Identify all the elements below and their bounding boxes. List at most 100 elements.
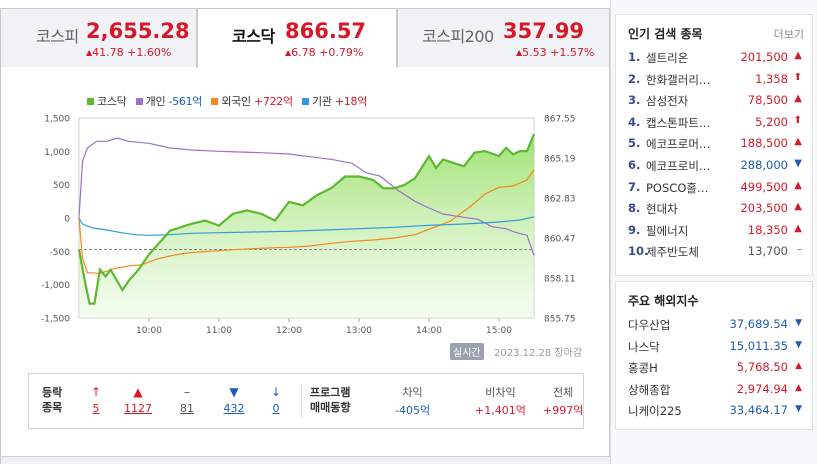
breadth-count[interactable]: 0 (272, 402, 280, 415)
rank-number: 2. (628, 71, 641, 86)
triangle-down-icon: ▼ (795, 318, 802, 328)
x-tick-label: 13:00 (346, 326, 372, 336)
index-name[interactable]: 니케이225 (628, 404, 682, 418)
program-value: +997억 (543, 404, 584, 417)
breadth-item[interactable]: ▲ 1127 (118, 384, 158, 415)
index-name[interactable]: 나스닥 (628, 339, 660, 354)
world-title: 주요 해외지수 (628, 294, 699, 308)
program-value: +1,401억 (475, 404, 526, 417)
more-link[interactable]: 더보기 (773, 28, 804, 41)
world-index-row[interactable]: 나스닥 15,011.35 ▼ (628, 339, 808, 361)
popular-stock-row[interactable]: 9. 필에너지 18,350 ▲ (628, 223, 808, 245)
x-tick-label: 14:00 (416, 326, 442, 336)
x-tick-label: 11:00 (206, 326, 232, 336)
index-value: 2,974.94 (736, 381, 788, 396)
stock-price: 13,700 (747, 244, 788, 259)
program-header: 전체 (553, 386, 574, 399)
divider (301, 384, 302, 418)
stock-name[interactable]: 삼성전자 (646, 94, 689, 109)
x-tick-label: 15:00 (486, 326, 512, 336)
index-value: 5,768.50 (736, 360, 788, 374)
stock-name[interactable]: 제주반도체 (646, 245, 699, 260)
program-item: 전체 +997억 (543, 384, 583, 418)
breadth-count[interactable]: 432 (223, 402, 245, 415)
breadth-item[interactable]: ▼ 432 (214, 384, 254, 415)
breadth-item[interactable]: – 81 (167, 384, 207, 415)
tab-kosdaq[interactable]: 코스닥 866.57 ▲6.78 +0.79% (197, 8, 397, 68)
tab-kospi[interactable]: 코스피 2,655.28 ▲41.78 +1.60% (0, 8, 197, 67)
popular-stock-row[interactable]: 1. 셀트리온 201,500 ▲ (628, 50, 808, 72)
popular-stock-row[interactable]: 2. 한화갤러리… 1,358 ⬆ (628, 72, 808, 94)
intraday-chart: 1,500 1,000 500 0 -500 -1,000 -1,500 867.55 865.… (0, 67, 610, 365)
rank-number: 10. (628, 244, 649, 259)
legend-swatch (211, 98, 219, 105)
stock-name[interactable]: 한화갤러리… (646, 72, 711, 87)
breadth-label-line2: 종목 (42, 401, 63, 414)
index-name[interactable]: 다우산업 (628, 318, 671, 332)
popular-stock-row[interactable]: 7. POSCO홀… 499,500 ▲ (628, 180, 808, 202)
triangle-up-icon: ▲ (285, 48, 292, 57)
popular-stock-row[interactable]: 8. 현대차 203,500 ▲ (628, 201, 808, 223)
y-left-tick-label: -500 (50, 248, 71, 258)
y-left-tick-label: 1,000 (44, 148, 70, 158)
index-value: 33,464.17 (729, 403, 788, 417)
index-value: 37,689.54 (729, 317, 788, 331)
breadth-item[interactable]: ↓ 0 (256, 384, 296, 415)
breadth-count[interactable]: 1127 (124, 402, 152, 415)
stock-price: 188,500 (740, 136, 788, 151)
popular-stock-row[interactable]: 10. 제주반도체 13,700– (628, 244, 808, 266)
index-value: 15,011.35 (729, 338, 788, 353)
stock-name[interactable]: 에코프로비… (646, 159, 711, 173)
x-tick-label: 10:00 (136, 326, 162, 336)
triangle-up-icon: ▲ (86, 48, 93, 57)
chart-legend: 코스닥 개인 -561억 외국인 +722억 기관 +18억 (87, 93, 373, 109)
stock-name[interactable]: 에코프로머… (646, 137, 711, 152)
program-header: 차익 (402, 386, 423, 399)
popular-title: 인기 검색 종목 (628, 27, 703, 41)
triangle-down-icon: ▼ (795, 404, 802, 414)
stock-name[interactable]: 캡스톤파트… (646, 115, 711, 130)
stock-name[interactable]: 필에너지 (646, 223, 689, 238)
realtime-badge[interactable]: 실시간 (450, 343, 484, 360)
index-name[interactable]: 상해종합 (628, 382, 671, 397)
market-date: 2023.12.28 장마감 (494, 348, 583, 359)
triangle-up-icon: ▲ (795, 361, 802, 371)
series-line (78, 137, 535, 256)
series-line (78, 169, 535, 274)
world-index-row[interactable]: 니케이225 33,464.17 ▼ (628, 403, 808, 425)
breadth-count[interactable]: 81 (180, 402, 194, 415)
popular-stock-row[interactable]: 3. 삼성전자 78,500 ▲ (628, 93, 808, 115)
world-index-row[interactable]: 다우산업 37,689.54 ▼ (628, 317, 808, 339)
world-index-row[interactable]: 홍콩H 5,768.50 ▲ (628, 360, 808, 382)
popular-stock-row[interactable]: 4. 캡스톤파트… 5,200 ⬆ (628, 115, 808, 137)
breadth-label-line1: 등락 (42, 386, 63, 399)
stock-price: 78,500 (747, 93, 788, 108)
legend-value: -561억 (168, 95, 203, 108)
tab-kospi200-change-text: 5.53 +1.57% (522, 46, 595, 59)
program-label-line1: 프로그램 (310, 386, 351, 399)
rank-number: 4. (628, 114, 641, 129)
y-right-tick-label: 865.19 (544, 155, 576, 165)
triangle-up-icon: ▲ (794, 222, 802, 234)
stock-name[interactable]: POSCO홀… (646, 180, 709, 195)
tab-kosdaq-change-text: 6.78 +0.79% (291, 46, 364, 59)
program-item: 차익 -405억 (395, 384, 430, 418)
flat-icon: – (184, 385, 190, 399)
index-name[interactable]: 홍콩H (628, 361, 658, 375)
y-left-tick-label: 0 (64, 215, 70, 225)
breadth-item[interactable]: ↑ 5 (76, 384, 116, 415)
triangle-down-icon: ▼ (795, 339, 802, 350)
triangle-up-icon: ▲ (794, 179, 802, 191)
breadth-count[interactable]: 5 (92, 402, 100, 415)
rank-number: 6. (628, 158, 641, 172)
legend-swatch (135, 98, 143, 105)
popular-stock-row[interactable]: 6. 에코프로비… 288,000 ▼ (628, 158, 808, 180)
tab-kospi-change-text: 41.78 +1.60% (92, 46, 172, 59)
popular-stock-row[interactable]: 5. 에코프로머… 188,500 ▲ (628, 136, 808, 158)
stock-name[interactable]: 현대차 (646, 202, 678, 217)
legend-label: 개인 (145, 95, 166, 108)
tab-kospi200[interactable]: 코스피200 357.99 ▲5.53 +1.57% (397, 8, 610, 67)
world-index-panel: 주요 해외지수 다우산업 37,689.54 ▼ 나스닥 15,011.35 ▼ 홍콩H 5,… (615, 281, 813, 430)
world-index-row[interactable]: 상해종합 2,974.94 ▲ (628, 382, 808, 404)
stock-name[interactable]: 셀트리온 (646, 51, 689, 65)
